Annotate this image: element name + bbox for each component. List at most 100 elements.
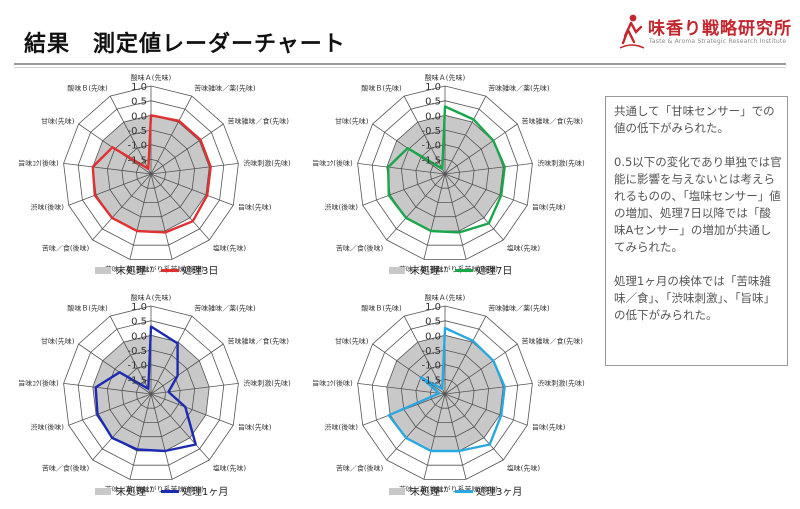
- axis-label: 旨味(先味): [532, 203, 566, 212]
- spoke-5: [150, 393, 234, 426]
- grid-ring-4: [415, 144, 475, 203]
- legend: 未処理 処理1ヶ月: [95, 485, 228, 498]
- spoke-8: [129, 393, 152, 480]
- axis-label: 旨味ｺｸ(後味): [18, 158, 59, 167]
- spoke-8: [423, 173, 446, 260]
- grid-ring-3: [106, 349, 196, 438]
- axis-label: 苦味雑味／食(先味): [228, 337, 290, 346]
- tick-label: 0.5: [425, 317, 441, 328]
- axis-label: 苦味雑味／薬(先味): [194, 84, 256, 93]
- tick-label: -0.5: [127, 126, 147, 137]
- spoke-10: [68, 393, 152, 426]
- tick-label: -0.5: [421, 346, 441, 357]
- spoke-10: [362, 173, 446, 206]
- spoke-3: [444, 343, 518, 395]
- legend-swatch-未処理: [389, 488, 405, 495]
- grid-ring-0: [357, 305, 533, 480]
- spoke-13: [403, 95, 446, 175]
- series-line-処理3日: [91, 114, 212, 234]
- axis-label: 酸味Ｂ(先味): [67, 84, 108, 93]
- spoke-8: [423, 393, 446, 480]
- spoke-11: [357, 383, 446, 395]
- legend: 未処理 処理3日: [95, 264, 218, 277]
- spoke-11: [357, 163, 446, 175]
- tick-label: 0.5: [131, 317, 147, 328]
- spoke-2: [150, 315, 193, 395]
- grid-ring-3: [400, 129, 490, 218]
- axis-label: 渋味(後味): [31, 423, 65, 432]
- axis-label: 苦味雑味／薬(先味): [488, 304, 550, 313]
- tick-label: -0.5: [421, 126, 441, 137]
- axis-label: 酸味Ｂ(先味): [361, 304, 402, 313]
- logo-name: 味香り戦略研究所: [648, 19, 792, 39]
- axis-label: 旨味(先味): [238, 203, 272, 212]
- spoke-3: [444, 123, 518, 175]
- spoke-2: [150, 95, 193, 175]
- tick-label: 0.5: [131, 97, 147, 108]
- spoke-11: [63, 163, 152, 175]
- spoke-6: [444, 393, 504, 461]
- legend-entry: 処理1ヶ月: [182, 485, 228, 498]
- title-underline: [14, 63, 786, 65]
- series-line-処理3ヶ月: [387, 326, 506, 453]
- spoke-7: [444, 393, 467, 480]
- tick-label: -1.0: [421, 361, 441, 372]
- tick-label: -1.0: [127, 361, 147, 372]
- tick-label: 1.0: [425, 82, 441, 93]
- radar-chart-3: 1.0 0.5 0.0 -0.5 -1.0 -1.5 酸味Ａ(先味) 苦味雑味／薬(先味) 苦味…: [18, 293, 291, 498]
- spoke-6: [444, 173, 504, 241]
- axis-label: 旨味ｺｸ(後味): [18, 378, 59, 387]
- grid-ring-4: [121, 144, 181, 203]
- tick-label: -1.0: [421, 141, 441, 152]
- grid-ring-5: [429, 158, 461, 189]
- spoke-12: [78, 343, 152, 395]
- axis-label: 酸味Ａ(先味): [131, 293, 172, 302]
- axis-label: 旨味(先味): [238, 423, 272, 432]
- tick-label: 0.0: [131, 331, 147, 342]
- legend-entry: 未処理: [410, 264, 440, 277]
- axis-label: 苦味／食(後味): [336, 244, 384, 253]
- tick-label: 1.0: [425, 302, 441, 313]
- legend-entry: 未処理: [116, 264, 146, 277]
- grid-ring-1: [371, 100, 519, 246]
- page-title: 結果 測定値レーダーチャート: [24, 32, 346, 57]
- axis-label: 甘味(先味): [335, 337, 369, 346]
- axis-label: 甘味(先味): [335, 117, 369, 126]
- spoke-8: [129, 173, 152, 260]
- spoke-5: [150, 173, 234, 206]
- legend: 未処理 処理7日: [389, 264, 512, 277]
- axis-label: 苦味／薬(後味): [105, 264, 153, 273]
- spoke-13: [109, 315, 152, 395]
- axis-label: 苦味雑味／食(先味): [522, 117, 584, 126]
- axis-label: 酸味Ａ(先味): [425, 73, 466, 82]
- axis-label: 苦味雑味／薬(先味): [194, 304, 256, 313]
- axis-label: にがり系苦味(後味): [143, 264, 205, 273]
- tick-label: 1.0: [131, 82, 147, 93]
- axis-label: 渋味刺激(先味): [243, 378, 291, 387]
- axis-label: 苦味雑味／薬(先味): [488, 84, 550, 93]
- spoke-2: [444, 95, 487, 175]
- radar-chart-2: 1.0 0.5 0.0 -0.5 -1.0 -1.5 酸味Ａ(先味) 苦味雑味／薬(先味) 苦味…: [312, 73, 585, 277]
- legend-swatch-未処理: [95, 488, 111, 495]
- spoke-13: [109, 95, 152, 175]
- company-logo: 味香り戦略研究所 Taste & Aroma Strategic Researc…: [618, 10, 791, 54]
- axis-label: にがり系苦味(後味): [437, 484, 499, 493]
- axis-label: 塩味(先味): [507, 464, 541, 473]
- axis-label: 苦味／薬(後味): [399, 264, 447, 273]
- axis-label: 渋味(後味): [31, 203, 65, 212]
- spoke-4: [150, 383, 239, 395]
- spoke-3: [150, 343, 224, 395]
- spoke-5: [444, 393, 528, 426]
- legend-swatch-未処理: [389, 267, 405, 274]
- axis-label: 苦味／薬(後味): [105, 484, 153, 493]
- grid-ring-0: [63, 85, 239, 260]
- tick-label: 0.0: [131, 111, 147, 122]
- tick-label: 0.5: [425, 97, 441, 108]
- legend-entry: 処理7日: [476, 264, 512, 277]
- axis-label: 渋味(後味): [325, 423, 359, 432]
- axis-label: 渋味刺激(先味): [537, 378, 585, 387]
- grid-ring-1: [77, 100, 225, 246]
- comment-paragraph-1: 共通して「甘味センサー」での値の低下がみられた。: [614, 104, 775, 135]
- grid-ring-0: [63, 305, 239, 480]
- spoke-7: [150, 173, 173, 260]
